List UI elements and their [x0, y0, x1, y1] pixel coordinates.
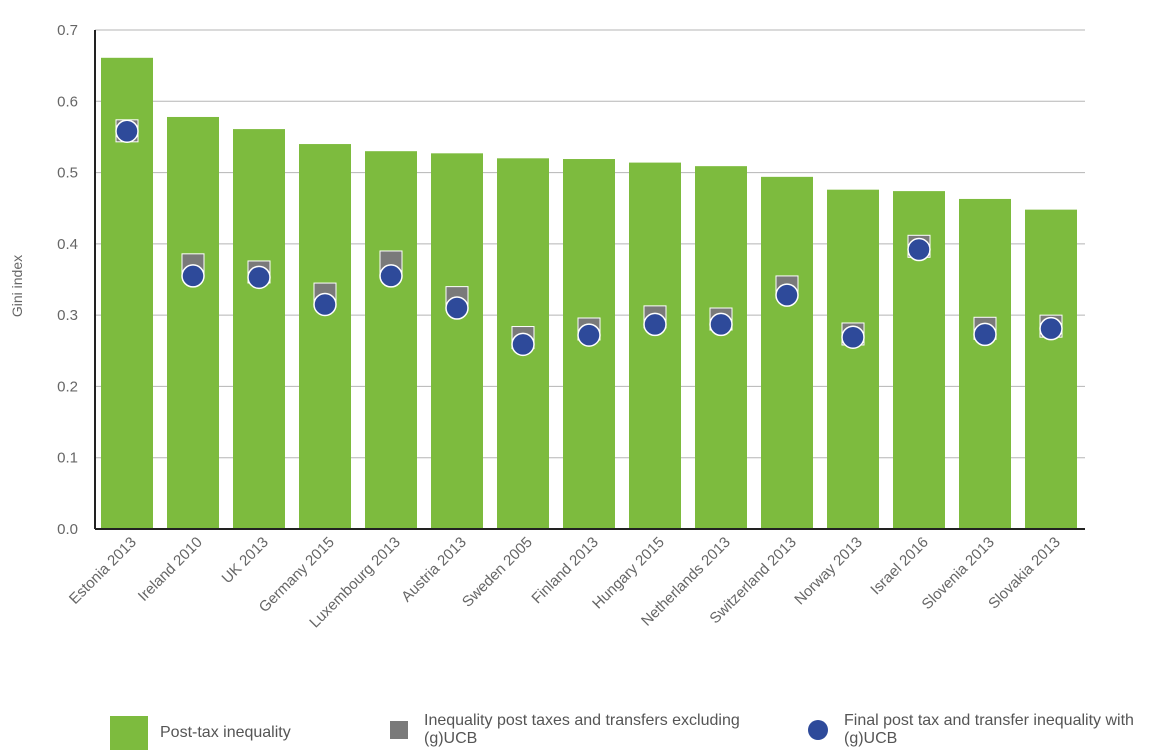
bar	[695, 166, 747, 530]
x-tick-label: Austria 2013	[398, 534, 470, 606]
y-axis-label: Gini index	[9, 255, 25, 317]
legend-item-with-ucb: Final post tax and transfer inequality w…	[808, 712, 1160, 748]
x-tick-label: Ireland 2010	[135, 534, 206, 605]
legend-swatch-dot	[808, 720, 828, 740]
bar	[365, 151, 417, 529]
bar	[233, 129, 285, 529]
with-ucb-markers	[115, 119, 1063, 357]
with-ucb-marker	[775, 283, 799, 307]
bar	[761, 176, 813, 529]
legend-item-excluding-ucb: Inequality post taxes and transfers excl…	[390, 712, 754, 748]
legend: Post-tax inequality Inequality post taxe…	[0, 712, 1160, 754]
with-ucb-marker	[973, 322, 997, 347]
y-tick-labels: 0.0 0.1 0.2 0.3 0.4 0.5 0.6 0.7	[57, 22, 78, 538]
with-ucb-marker	[577, 323, 601, 347]
y-tick-label: 0.6	[57, 93, 78, 110]
x-tick-label: Norway 2013	[791, 534, 866, 609]
x-tick-label: Finland 2013	[528, 534, 601, 607]
with-ucb-marker	[313, 292, 337, 317]
bar	[629, 162, 681, 529]
with-ucb-marker	[379, 264, 403, 288]
with-ucb-marker	[907, 237, 931, 262]
y-tick-label: 0.7	[57, 22, 78, 39]
with-ucb-marker	[511, 332, 535, 357]
with-ucb-marker	[247, 265, 271, 290]
x-tick-label: UK 2013	[219, 534, 272, 587]
bar	[959, 198, 1011, 529]
x-tick-label: Israel 2016	[867, 534, 932, 599]
legend-label: Inequality post taxes and transfers excl…	[424, 712, 740, 747]
gini-chart: 0.0 0.1 0.2 0.3 0.4 0.5 0.6 0.7 Gini index Esto…	[9, 22, 1085, 632]
bar	[827, 189, 879, 529]
bar	[299, 144, 351, 530]
y-tick-label: 0.1	[57, 450, 78, 467]
legend-swatch-square	[390, 721, 408, 739]
with-ucb-marker	[181, 264, 205, 288]
with-ucb-marker	[445, 296, 469, 320]
with-ucb-marker	[643, 312, 667, 337]
bars	[101, 57, 1077, 530]
y-tick-label: 0.2	[57, 378, 78, 395]
with-ucb-marker	[115, 119, 139, 143]
axes	[94, 30, 1085, 530]
y-tick-label: 0.3	[57, 307, 78, 324]
x-tick-label: Estonia 2013	[66, 534, 140, 608]
bar	[167, 116, 219, 530]
legend-label: Post-tax inequality	[160, 724, 291, 741]
with-ucb-marker	[709, 312, 733, 337]
legend-swatch-bar	[110, 716, 148, 750]
legend-item-post-tax: Post-tax inequality	[110, 716, 291, 750]
x-tick-label: Sweden 2005	[459, 534, 536, 611]
with-ucb-marker	[841, 325, 865, 349]
bar	[1025, 209, 1077, 529]
y-tick-label: 0.0	[57, 521, 78, 538]
with-ucb-marker	[1039, 316, 1063, 341]
y-tick-label: 0.4	[57, 236, 78, 253]
legend-label: Final post tax and transfer inequality w…	[844, 712, 1134, 747]
bar	[431, 153, 483, 529]
y-tick-label: 0.5	[57, 165, 78, 182]
